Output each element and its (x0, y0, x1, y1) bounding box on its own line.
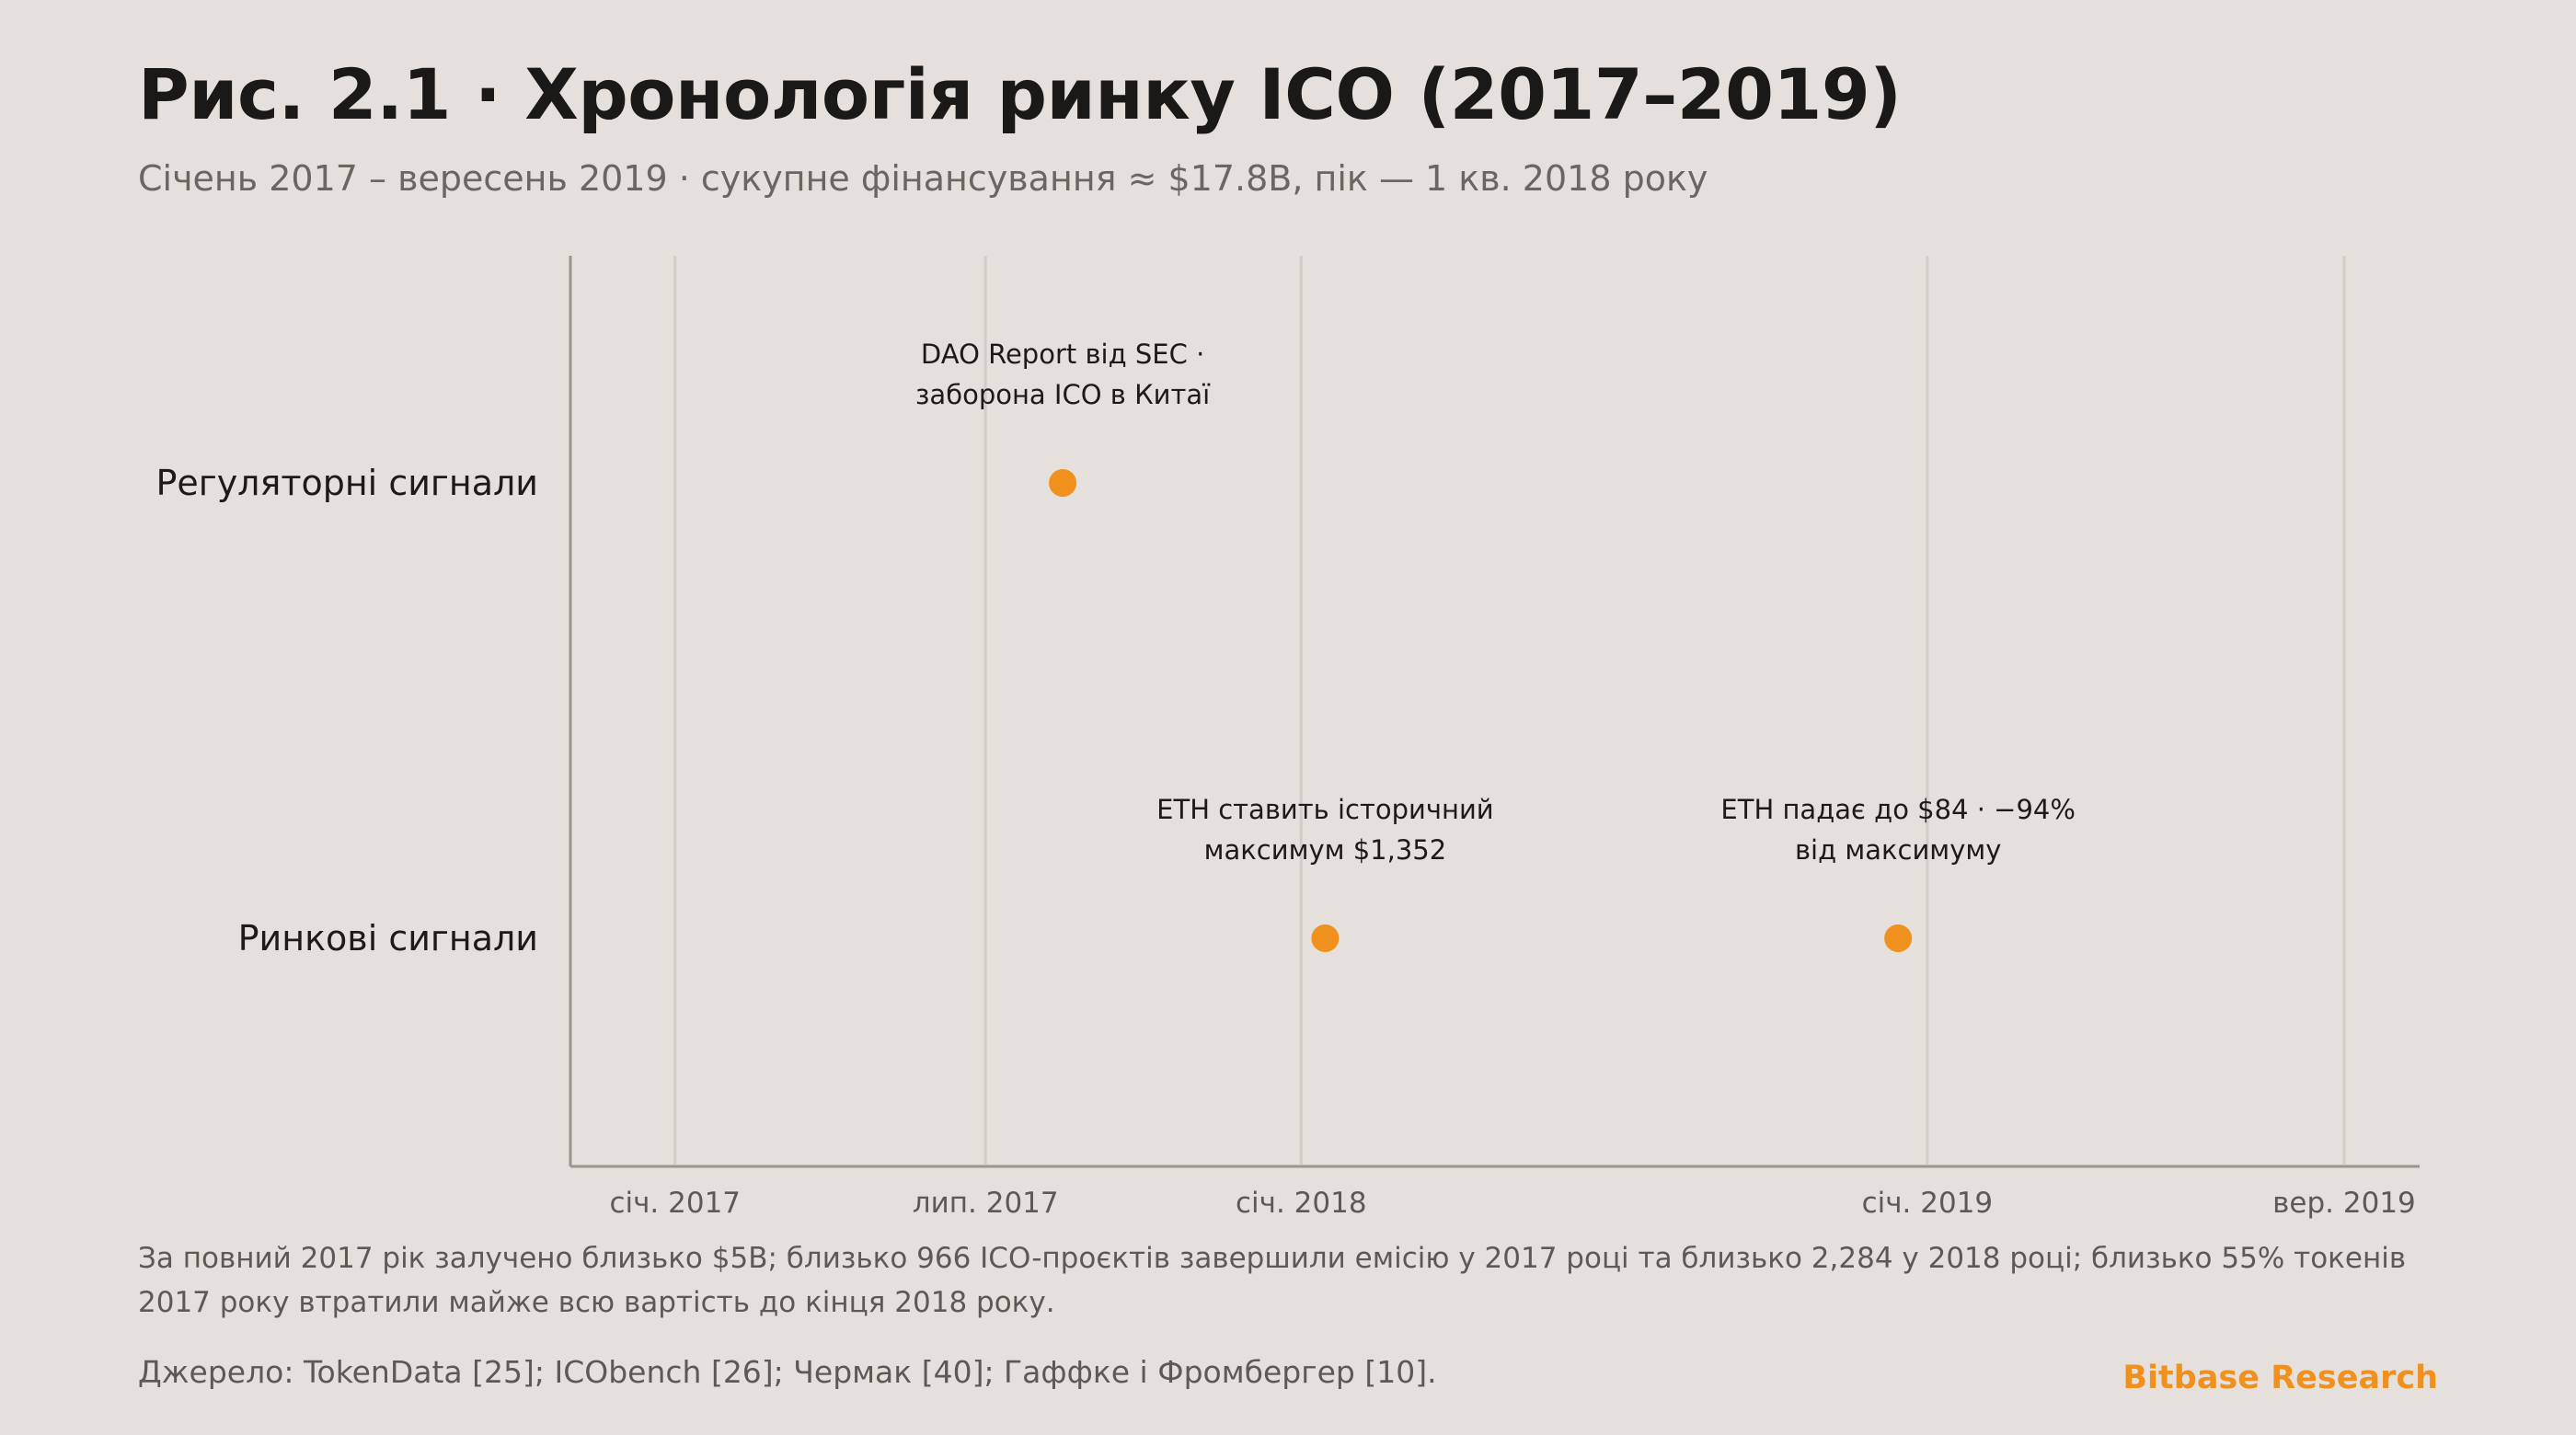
x-tick-labels: січ. 2017 лип. 2017 січ. 2018 січ. 2019 вер.… (609, 1187, 2415, 1220)
event-marker (1049, 469, 1077, 497)
event-marker (1311, 924, 1340, 952)
row-label: Ринкові сигнали (238, 918, 538, 959)
x-tick-label: січ. 2019 (1862, 1187, 1994, 1220)
event-markers: DAO Report від SEC · заборона ICO в Китаї… (915, 339, 2076, 952)
event-label: заборона ICO в Китаї (915, 379, 1211, 410)
x-tick-label: січ. 2017 (609, 1187, 741, 1220)
event-label: від максимуму (1795, 834, 2001, 866)
footnote: За повний 2017 рік залучено близько $5B;… (138, 1242, 2407, 1319)
event-label: ETH ставить історичний (1156, 794, 1494, 825)
brand-label: Bitbase Research (2122, 1360, 2438, 1396)
page-subtitle: Січень 2017 – вересень 2019 · сукупне фі… (138, 158, 1708, 199)
axes (569, 256, 2420, 1168)
event-label: максимум $1,352 (1204, 834, 1447, 866)
x-tick-label: січ. 2018 (1236, 1187, 1367, 1220)
row-label: Регуляторні сигнали (155, 463, 538, 503)
x-tick-label: лип. 2017 (913, 1187, 1059, 1220)
event-label: DAO Report від SEC · (921, 339, 1204, 370)
event-label: ETH падає до $84 · −94% (1720, 794, 2076, 825)
grid-lines (673, 256, 2346, 1165)
page-title: Рис. 2.1 · Хронологія ринку ICO (2017–20… (138, 53, 1902, 135)
x-tick-label: вер. 2019 (2272, 1187, 2416, 1220)
source-note: Джерело: TokenData [25]; ICObench [26]; … (138, 1354, 1437, 1390)
event-marker (1884, 924, 1913, 952)
row-labels: Регуляторні сигнали Ринкові сигнали (155, 463, 538, 959)
